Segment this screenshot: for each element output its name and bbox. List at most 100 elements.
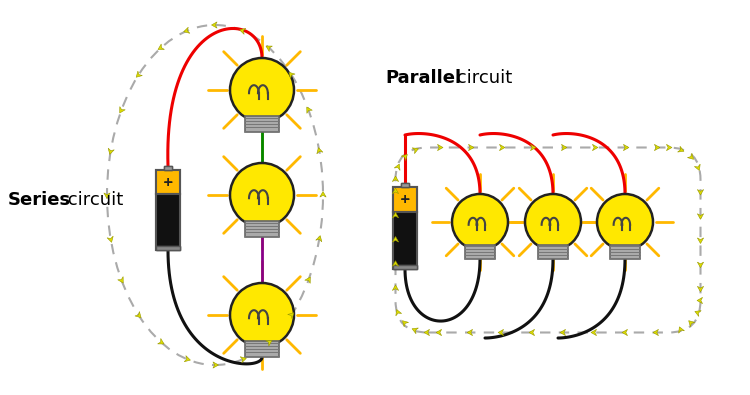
Polygon shape [694,310,701,316]
Polygon shape [688,153,694,159]
Bar [245,116,279,132]
Text: Series: Series [8,191,71,209]
Text: +: + [163,175,173,188]
Polygon shape [266,340,272,346]
Polygon shape [394,164,400,170]
Bar [400,183,410,187]
Polygon shape [392,176,399,182]
Polygon shape [500,144,505,150]
Polygon shape [654,144,660,150]
Polygon shape [320,192,326,197]
Polygon shape [158,339,164,344]
Bar [156,246,180,250]
Polygon shape [211,22,217,28]
Polygon shape [694,164,700,171]
Polygon shape [688,321,694,327]
Polygon shape [118,276,123,283]
Circle shape [452,194,508,250]
Bar [156,194,180,250]
Polygon shape [412,148,419,154]
Bar [393,187,417,212]
Polygon shape [240,357,246,363]
Polygon shape [677,146,684,152]
Polygon shape [591,329,596,336]
Text: circuit: circuit [62,191,123,209]
Polygon shape [120,107,125,113]
Polygon shape [107,236,113,243]
Bar [393,187,417,212]
Bar [164,166,172,170]
Polygon shape [396,310,402,316]
Bar [393,265,417,269]
Bar [156,170,180,194]
Bar [538,245,568,259]
Polygon shape [698,238,703,243]
Text: Parallel: Parallel [385,69,461,87]
Polygon shape [288,313,294,319]
Polygon shape [622,329,628,336]
Polygon shape [401,154,407,161]
Polygon shape [403,321,409,327]
Polygon shape [239,28,246,34]
Text: +: + [400,193,410,206]
Polygon shape [184,27,190,33]
Bar [393,212,417,269]
Bar [245,221,279,237]
Polygon shape [108,148,114,154]
Polygon shape [592,144,598,150]
Bar [610,245,640,259]
Polygon shape [392,285,399,290]
Circle shape [230,58,294,122]
Text: circuit: circuit [451,69,512,87]
Polygon shape [697,297,703,304]
Text: +: + [400,193,410,206]
Polygon shape [316,236,322,242]
Polygon shape [498,329,503,336]
Polygon shape [424,329,430,336]
Polygon shape [679,327,685,333]
Polygon shape [392,261,399,266]
Bar [393,212,417,269]
Polygon shape [698,262,703,268]
Polygon shape [698,286,703,292]
Polygon shape [135,312,141,318]
Bar [156,170,180,194]
Bar [156,194,180,250]
Polygon shape [392,212,399,218]
Circle shape [597,194,653,250]
Polygon shape [469,144,474,150]
Polygon shape [412,328,419,334]
Polygon shape [560,329,566,336]
Polygon shape [136,71,142,77]
Bar [245,341,279,357]
Polygon shape [529,329,535,336]
Polygon shape [392,237,399,242]
Polygon shape [698,214,703,219]
Text: +: + [163,175,173,188]
Polygon shape [562,144,567,150]
Circle shape [230,163,294,227]
Polygon shape [307,107,312,113]
Polygon shape [304,277,310,283]
Polygon shape [467,329,472,336]
Polygon shape [289,72,295,79]
Bar [466,245,494,259]
Polygon shape [184,356,190,362]
Polygon shape [392,188,399,194]
Polygon shape [667,144,672,150]
Polygon shape [530,144,536,150]
Polygon shape [698,190,703,195]
Polygon shape [316,148,323,154]
Polygon shape [104,193,110,199]
Bar [156,246,180,250]
Polygon shape [653,329,658,336]
Circle shape [230,283,294,347]
Polygon shape [436,329,442,336]
Polygon shape [158,44,164,49]
Bar [164,166,172,170]
Polygon shape [266,46,272,52]
Polygon shape [213,362,218,368]
Circle shape [525,194,581,250]
Bar [393,265,417,269]
Bar [400,183,410,187]
